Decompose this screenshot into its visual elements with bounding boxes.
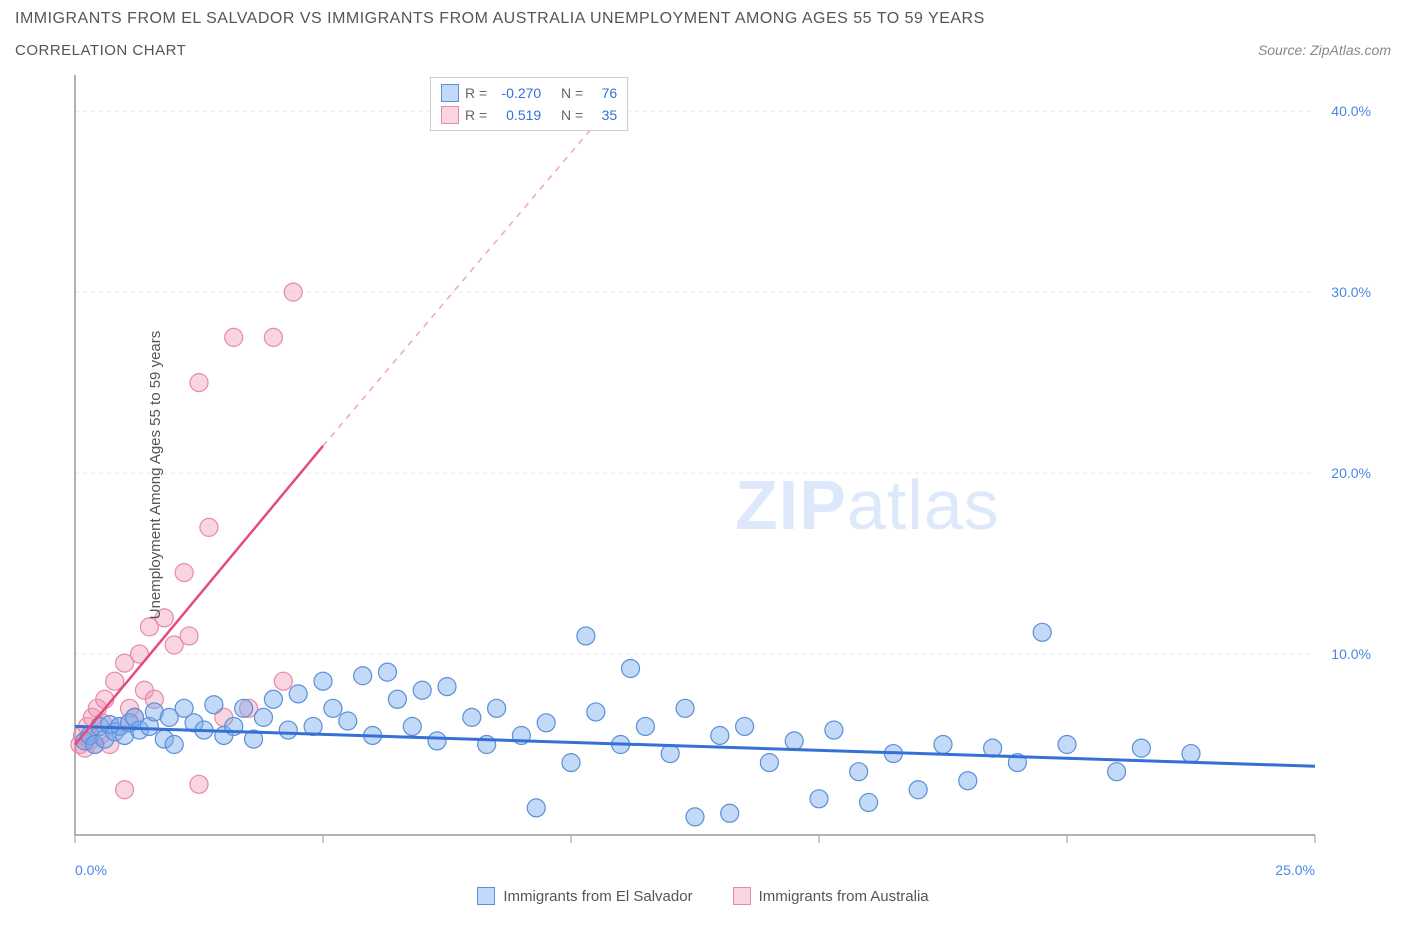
chart-title: IMMIGRANTS FROM EL SALVADOR VS IMMIGRANT… (15, 10, 1391, 28)
chart-subtitle: CORRELATION CHART (15, 42, 186, 59)
chart-source: Source: ZipAtlas.com (1258, 42, 1391, 58)
chart-header: IMMIGRANTS FROM EL SALVADOR VS IMMIGRANT… (15, 10, 1391, 59)
legend-item: Immigrants from El Salvador (477, 887, 692, 905)
stats-legend: R =-0.270 N =76R =0.519 N =35 (430, 77, 628, 131)
y-axis-label: Unemployment Among Ages 55 to 59 years (147, 331, 164, 620)
scatter-chart: 10.0% 20.0% 30.0% 40.0% 0.0% 25.0% (15, 65, 1391, 885)
chart-area: Unemployment Among Ages 55 to 59 years 1… (15, 65, 1391, 885)
svg-text:20.0%: 20.0% (1331, 465, 1371, 481)
svg-text:25.0%: 25.0% (1275, 862, 1315, 878)
svg-text:0.0%: 0.0% (75, 862, 107, 878)
legend-item: Immigrants from Australia (733, 887, 929, 905)
stats-legend-row: R =0.519 N =35 (441, 104, 617, 126)
svg-text:40.0%: 40.0% (1331, 103, 1371, 119)
stats-legend-row: R =-0.270 N =76 (441, 82, 617, 104)
svg-text:10.0%: 10.0% (1331, 646, 1371, 662)
series-legend: Immigrants from El Salvador Immigrants fr… (15, 887, 1391, 905)
svg-text:30.0%: 30.0% (1331, 284, 1371, 300)
